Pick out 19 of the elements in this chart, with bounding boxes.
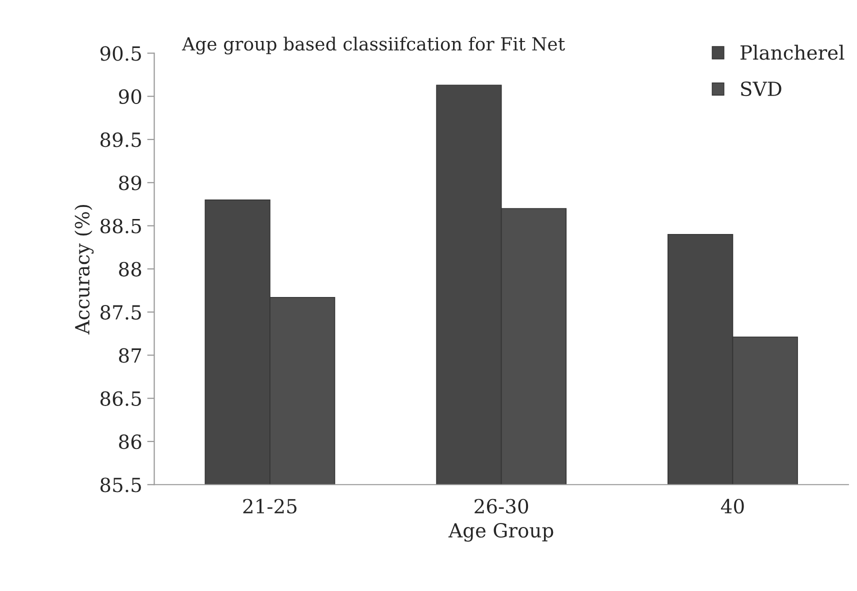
y-tick-label: 87.5 [100,305,141,320]
y-tick-label: 88.5 [100,218,141,234]
y-tick-label: 86 [119,434,142,450]
x-axis-title: Age Group [448,522,554,542]
y-axis-title: Accuracy (%) [74,204,94,334]
y-tick-label: 90.5 [100,46,141,61]
chart-title: Age group based classiifcation for Fit Net [182,36,565,54]
y-tick-label: 87 [119,348,142,363]
y-tick-label: 89.5 [100,132,141,148]
y-tick-label: 90 [118,89,142,104]
y-tick-label: 85.5 [100,478,141,492]
legend-label: Plancherel [740,44,844,60]
y-tick-label: 86.5 [100,391,141,406]
y-tick-label: 89 [119,176,142,190]
x-tick-label: 40 [720,498,744,514]
legend-label: SVD [741,81,782,96]
y-tick-label: 88 [119,262,142,277]
x-tick-label: 21-25 [243,498,296,514]
x-tick-label: 26-30 [474,498,528,514]
